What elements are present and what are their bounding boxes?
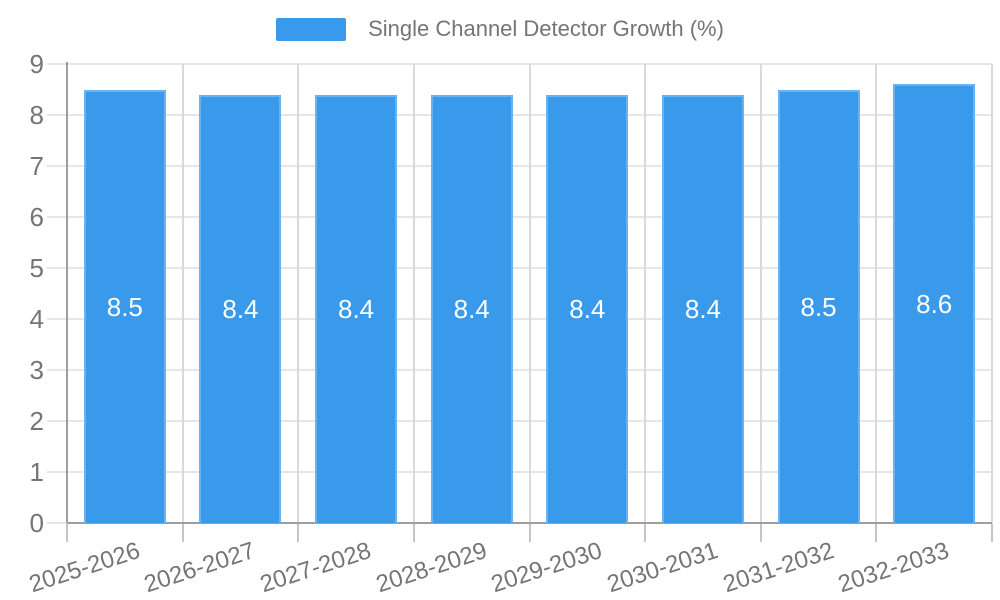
x-gridline [297, 64, 300, 523]
x-tick-mark [297, 524, 300, 542]
y-gridline [47, 114, 992, 116]
x-tick-mark [759, 524, 762, 542]
y-tick-label: 6 [29, 202, 44, 232]
bar[interactable]: 8.4 [430, 94, 513, 523]
y-gridline [47, 267, 992, 269]
y-gridline [47, 420, 992, 422]
legend-swatch-icon [276, 17, 347, 41]
bar-value-label: 8.4 [337, 294, 375, 325]
bar[interactable]: 8.4 [546, 94, 629, 523]
x-gridline [528, 64, 531, 523]
x-tick-mark [412, 524, 415, 542]
bar[interactable]: 8.4 [199, 94, 282, 523]
y-tick-label: 5 [29, 253, 44, 283]
y-axis-line [66, 62, 68, 523]
x-tick-mark [181, 524, 184, 542]
legend-label: Single Channel Detector Growth (%) [368, 16, 724, 41]
bar-value-label: 8.6 [916, 289, 953, 320]
x-gridline [759, 64, 762, 523]
bar[interactable]: 8.5 [777, 89, 860, 523]
x-tick-mark [644, 524, 647, 542]
bar-value-label: 8.4 [684, 294, 722, 325]
legend: Single Channel Detector Growth (%) [0, 16, 1000, 42]
legend-item[interactable]: Single Channel Detector Growth (%) [276, 16, 724, 42]
x-gridline [875, 64, 878, 523]
y-tick-label: 1 [29, 457, 44, 487]
y-gridline [47, 471, 992, 473]
y-tick-label: 2 [29, 406, 44, 436]
x-gridline [412, 64, 415, 523]
bar-value-label: 8.4 [222, 294, 259, 325]
bar-value-label: 8.4 [453, 294, 490, 325]
x-gridline [181, 64, 184, 523]
x-gridline [991, 64, 993, 523]
x-tick-mark [991, 524, 993, 542]
y-gridline [47, 165, 992, 167]
y-tick-label: 4 [29, 304, 44, 334]
bar[interactable]: 8.4 [315, 94, 398, 523]
y-zero-tick [47, 522, 67, 524]
bar-value-label: 8.4 [569, 294, 606, 325]
bar-value-label: 8.5 [106, 291, 143, 322]
y-gridline [47, 63, 992, 65]
x-tick-mark [528, 524, 531, 542]
y-gridline [47, 318, 992, 320]
bar[interactable]: 8.6 [893, 84, 976, 523]
y-gridline [47, 216, 992, 218]
y-tick-label: 8 [29, 100, 44, 130]
y-gridline [47, 369, 992, 371]
x-gridline [644, 64, 647, 523]
y-tick-label: 3 [29, 355, 44, 385]
bar[interactable]: 8.5 [83, 89, 166, 523]
x-tick-mark [66, 524, 68, 542]
bar-value-label: 8.5 [800, 291, 837, 322]
y-tick-label: 0 [29, 508, 44, 538]
y-tick-label: 9 [29, 49, 44, 79]
y-tick-label: 7 [29, 151, 44, 181]
bar[interactable]: 8.4 [661, 94, 744, 523]
x-tick-mark [875, 524, 878, 542]
x-axis-line [67, 522, 992, 524]
